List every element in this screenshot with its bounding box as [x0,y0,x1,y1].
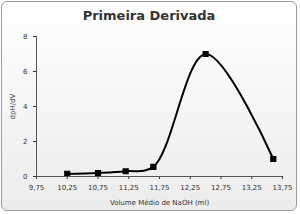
svg-text:2: 2 [23,138,27,146]
svg-text:9,75: 9,75 [29,184,45,192]
svg-text:8: 8 [23,33,27,41]
svg-text:dpH/dV: dpH/dV [9,93,17,119]
svg-text:10,25: 10,25 [57,184,77,192]
svg-text:11,75: 11,75 [149,184,169,192]
svg-text:6: 6 [23,68,28,76]
svg-text:4: 4 [23,103,28,111]
html-text:Primeira Derivada: Primeira Derivada [82,8,216,23]
svg-text:12,75: 12,75 [211,184,231,192]
svg-text:11,25: 11,25 [119,184,139,192]
svg-text:12,25: 12,25 [180,184,200,192]
svg-text:13,25: 13,25 [242,184,262,192]
svg-text:0: 0 [23,173,27,181]
svg-text:10,75: 10,75 [88,184,108,192]
svg-text:13,75: 13,75 [272,184,292,192]
svg-text:Volume Médio de NaOH (ml): Volume Médio de NaOH (ml) [110,199,209,207]
